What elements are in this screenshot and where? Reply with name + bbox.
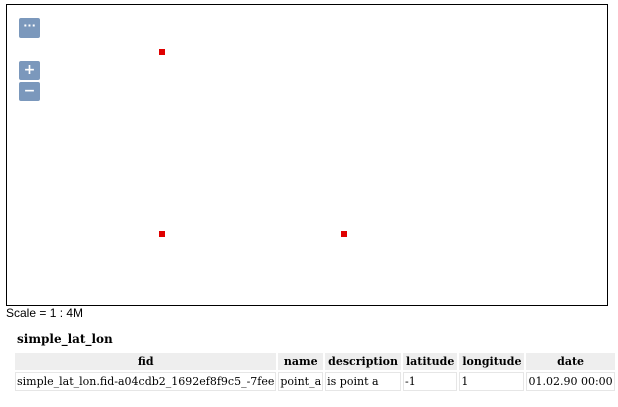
table-row: simple_lat_lon.fid-a04cdb2_1692ef8f9c5_-… <box>15 372 615 391</box>
attribute-table: fid name description latitude longitude … <box>13 351 617 393</box>
column-header-fid: fid <box>15 353 277 370</box>
column-header-latitude: latitude <box>402 353 458 370</box>
cell-latitude: -1 <box>402 372 458 391</box>
table-header-row: fid name description latitude longitude … <box>15 353 615 370</box>
cell-longitude: 1 <box>459 372 525 391</box>
zoom-out-button[interactable]: − <box>19 82 40 101</box>
layer-title: simple_lat_lon <box>17 332 113 346</box>
column-header-longitude: longitude <box>459 353 525 370</box>
cell-fid: simple_lat_lon.fid-a04cdb2_1692ef8f9c5_-… <box>15 372 277 391</box>
scale-label: Scale = 1 : 4M <box>6 306 84 320</box>
map-viewport[interactable]: ··· + − <box>6 4 608 306</box>
column-header-date: date <box>526 353 615 370</box>
more-options-button[interactable]: ··· <box>19 18 40 38</box>
feature-point[interactable] <box>159 231 165 237</box>
cell-date: 01.02.90 00:00 <box>526 372 615 391</box>
cell-description: is point a <box>325 372 401 391</box>
cell-name: point_a <box>278 372 324 391</box>
feature-point[interactable] <box>341 231 347 237</box>
column-header-description: description <box>325 353 401 370</box>
column-header-name: name <box>278 353 324 370</box>
zoom-in-button[interactable]: + <box>19 61 40 80</box>
feature-point[interactable] <box>159 49 165 55</box>
